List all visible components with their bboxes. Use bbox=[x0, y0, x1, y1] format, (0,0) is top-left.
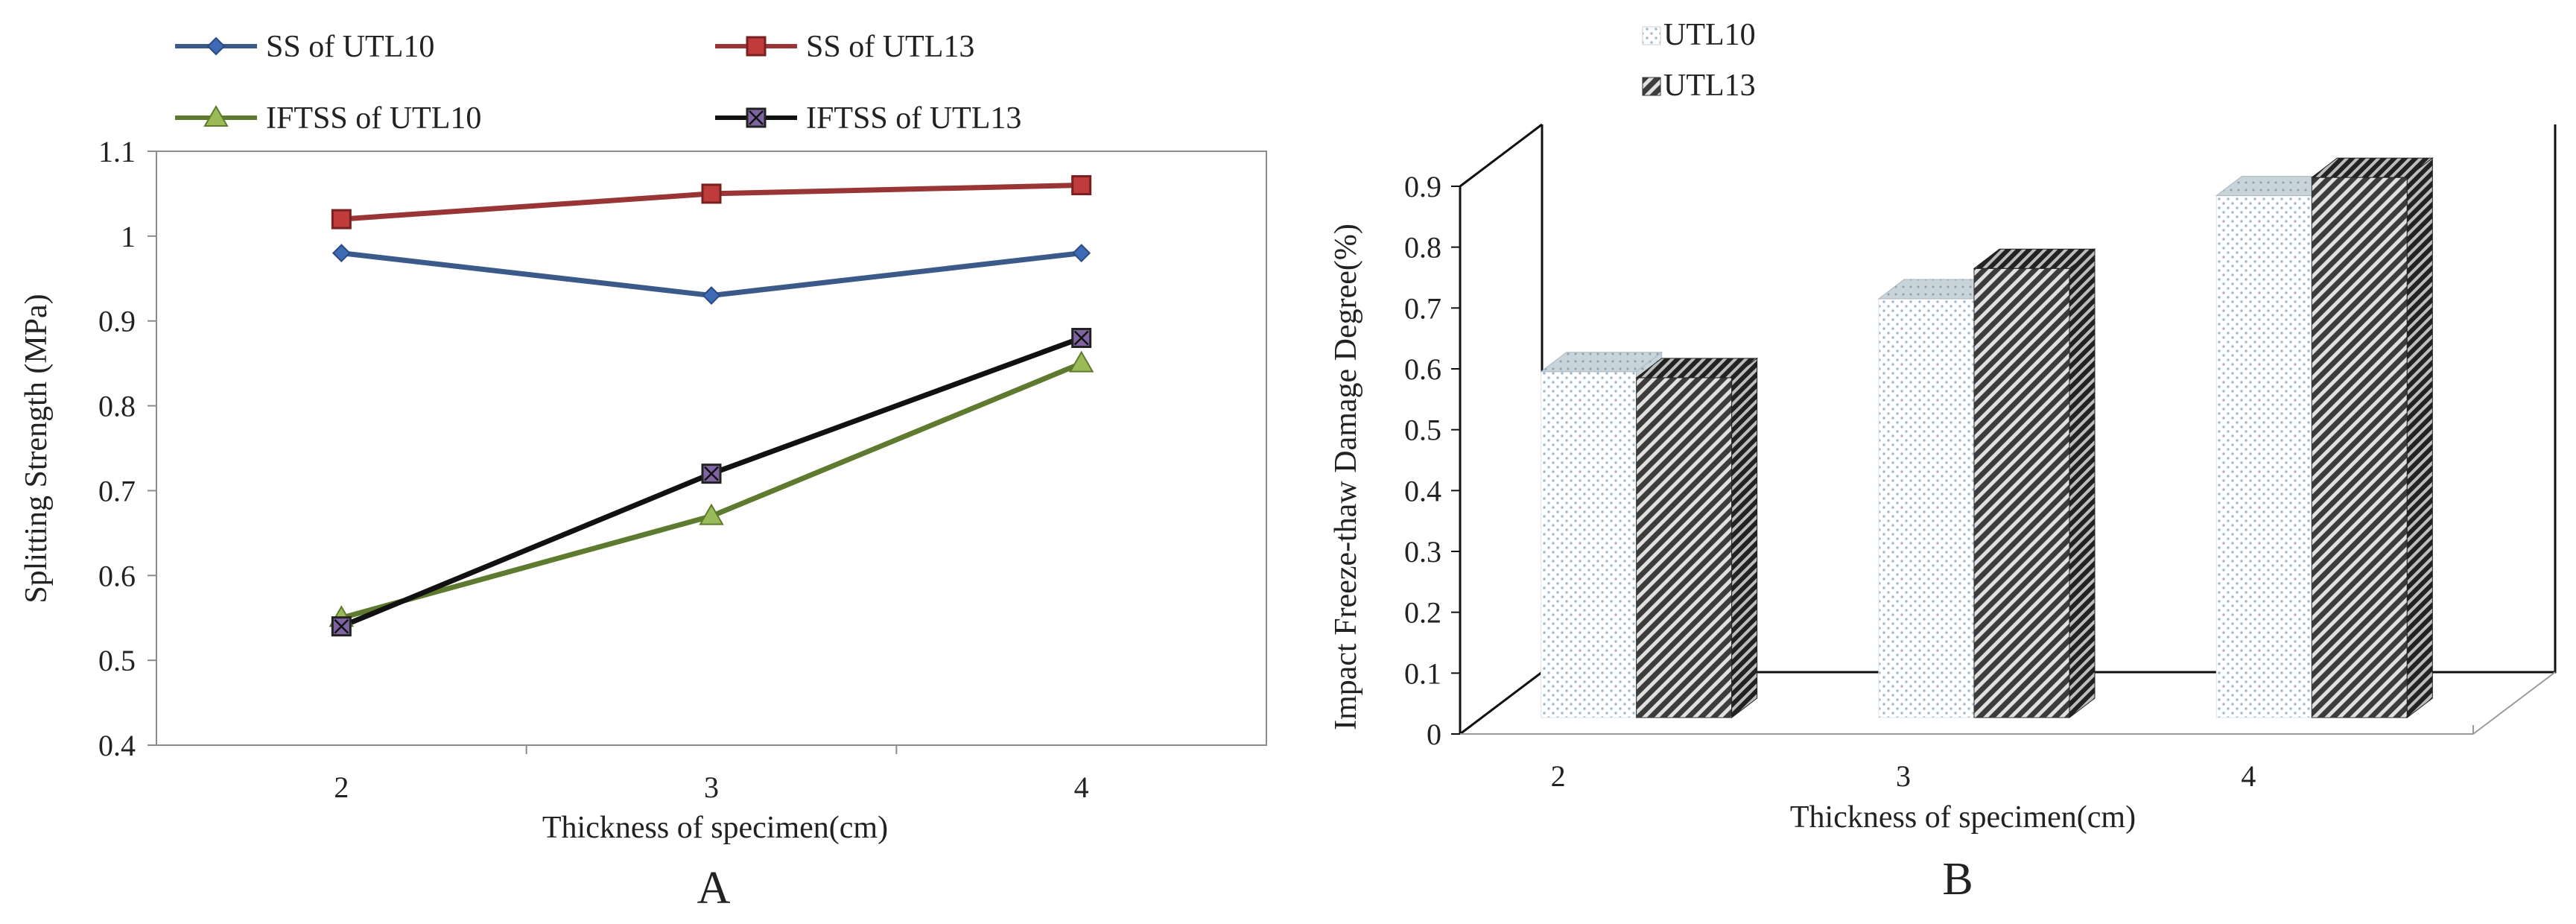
panel-b-bars bbox=[1540, 157, 2434, 719]
bar-front-face bbox=[2215, 195, 2312, 718]
legend-item-UTL13: UTL13 bbox=[1642, 69, 1756, 103]
bar-UTL13-4 bbox=[2310, 157, 2434, 719]
legend-item-UTL10: UTL10 bbox=[1642, 18, 1756, 52]
legend-item-1: SS of UTL13 bbox=[715, 30, 974, 64]
bar-front-face bbox=[1973, 268, 2070, 718]
legend-marker bbox=[203, 104, 229, 127]
legend-marker bbox=[206, 37, 226, 56]
legend-item-0: SS of UTL10 bbox=[175, 30, 434, 64]
legend-label: SS of UTL10 bbox=[266, 30, 434, 64]
bar-UTL13-2 bbox=[1635, 357, 1759, 719]
series-0-point-0 bbox=[331, 244, 351, 263]
bar-side-face bbox=[1731, 357, 1758, 719]
y-tick-label: 0.6 bbox=[1404, 352, 1441, 386]
series-0-point-1 bbox=[702, 286, 721, 305]
series-0-point-2 bbox=[1072, 244, 1091, 263]
x-tick-label: 4 bbox=[1074, 770, 1089, 804]
panel-b-y-axis-title: Impact Freeze-thaw Damage Degree(%) bbox=[1329, 224, 1363, 730]
panel-b-legend: UTL10 UTL13 bbox=[1642, 18, 1756, 103]
y-tick-label: 1.1 bbox=[98, 135, 136, 168]
y-tick-label: 1 bbox=[121, 220, 136, 253]
y-tick-label: 0.7 bbox=[1404, 291, 1441, 325]
y-tick-label: 0.4 bbox=[98, 729, 136, 762]
y-tick-label: 0.5 bbox=[1404, 414, 1441, 447]
legend-item-3: IFTSS of UTL13 bbox=[715, 101, 1021, 136]
legend-swatch bbox=[1642, 26, 1661, 45]
legend-label: UTL10 bbox=[1663, 18, 1756, 52]
series-1-point-2 bbox=[1071, 175, 1092, 196]
bar-front-face bbox=[2311, 177, 2408, 718]
panel-a-label: A bbox=[697, 863, 731, 914]
panel-a-y-axis-title: Splitting Strength (MPa) bbox=[19, 294, 54, 603]
legend-label: UTL13 bbox=[1663, 69, 1756, 103]
y-tick-label: 0.9 bbox=[98, 305, 136, 338]
y-tick-label: 0.7 bbox=[98, 474, 136, 507]
panel-a-series-lines bbox=[340, 183, 1083, 629]
x-tick-label: 3 bbox=[704, 770, 719, 804]
y-tick-label: 0.6 bbox=[98, 559, 136, 592]
x-tick-label: 3 bbox=[1896, 759, 1911, 793]
y-tick-label: 0.4 bbox=[1404, 474, 1441, 507]
bar-UTL13-3 bbox=[1973, 248, 2096, 719]
series-1-point-0 bbox=[331, 209, 352, 230]
series-3-point-0 bbox=[331, 616, 352, 637]
floor-right-edge bbox=[2472, 671, 2556, 735]
panel-a-legend: SS of UTL10 SS of UTL13 IFTSS of UTL10 IFTS… bbox=[175, 30, 1021, 136]
legend-label: IFTSS of UTL13 bbox=[806, 101, 1021, 136]
bar-side-face bbox=[2406, 157, 2433, 719]
y-tick-label: 0.9 bbox=[1404, 170, 1441, 203]
x-tick-label: 2 bbox=[334, 770, 349, 804]
x-tick-label: 4 bbox=[2241, 759, 2256, 793]
y-tick-label: 0.2 bbox=[1404, 596, 1441, 630]
panel-a-series-markers bbox=[329, 175, 1094, 637]
legend-label: IFTSS of UTL10 bbox=[266, 101, 481, 136]
bar-front-face bbox=[1541, 371, 1637, 718]
legend-label: SS of UTL13 bbox=[806, 30, 974, 64]
y-tick-label: 0.5 bbox=[98, 644, 136, 677]
y-tick-label: 0 bbox=[1427, 718, 1441, 751]
bar-front-face bbox=[1878, 298, 1975, 718]
panel-b-x-axis-title: Thickness of specimen(cm) bbox=[1790, 800, 2136, 835]
series-1-point-1 bbox=[701, 183, 722, 204]
y-tick-label: 0.1 bbox=[1404, 656, 1441, 690]
x-tick-label: 2 bbox=[1551, 759, 1566, 793]
floor-left-edge bbox=[1459, 671, 1543, 735]
series-2-point-2 bbox=[1068, 350, 1094, 373]
panel-a-plot-area bbox=[156, 151, 1267, 746]
legend-swatch bbox=[1642, 77, 1661, 96]
y-tick-label: 0.3 bbox=[1404, 535, 1441, 569]
legend-marker bbox=[746, 36, 767, 57]
bar-side-face bbox=[2069, 248, 2096, 719]
panel-b-y-axis: 0 0.1 0.2 0.3 0.4 0.5 0.6 0.7 0.8 0.9 bbox=[1404, 170, 1460, 751]
legend-marker bbox=[746, 107, 767, 128]
panel-a-y-axis: 0.4 0.5 0.6 0.7 0.8 0.9 1 1.1 bbox=[98, 135, 156, 762]
bar-front-face bbox=[1636, 377, 1733, 718]
panel-a-line-chart: SS of UTL10 SS of UTL13 IFTSS of UTL10 IFTS… bbox=[19, 30, 1267, 914]
legend-item-2: IFTSS of UTL10 bbox=[175, 101, 481, 136]
panel-a-x-axis: 2 3 4 bbox=[334, 745, 1089, 804]
side-wall-top-edge bbox=[1459, 123, 1543, 188]
series-2-point-1 bbox=[699, 503, 724, 525]
y-tick-label: 0.8 bbox=[98, 390, 136, 423]
panel-b-x-axis: 2 3 4 bbox=[1551, 759, 2256, 793]
panel-b-label: B bbox=[1942, 854, 1973, 905]
y-tick-label: 0.8 bbox=[1404, 231, 1441, 265]
series-3-point-1 bbox=[701, 463, 722, 484]
series-3-point-2 bbox=[1071, 327, 1092, 348]
panel-a-x-axis-title: Thickness of specimen(cm) bbox=[542, 811, 888, 845]
